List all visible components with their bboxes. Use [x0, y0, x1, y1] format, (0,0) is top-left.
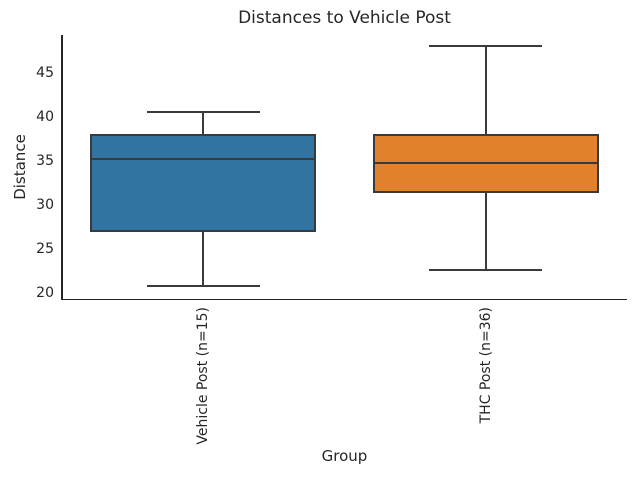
whisker-cap-upper	[429, 45, 543, 48]
whisker-cap-lower	[146, 284, 260, 287]
y-tick-label: 45	[36, 64, 54, 81]
x-tick-label: THC Post (n=36)	[477, 307, 494, 424]
whisker-cap-upper	[146, 111, 260, 114]
plot-area	[61, 35, 627, 300]
median-line	[374, 162, 597, 165]
box-rect	[90, 133, 317, 233]
chart-title: Distances to Vehicle Post	[238, 8, 451, 28]
median-line	[92, 158, 315, 161]
y-tick-label: 20	[36, 284, 54, 301]
x-axis-spine	[61, 298, 627, 300]
y-axis-spine	[61, 35, 63, 299]
whisker-cap-lower	[429, 268, 543, 271]
y-tick-label: 35	[36, 152, 54, 169]
y-tick-label: 40	[36, 108, 54, 125]
y-tick-label: 30	[36, 196, 54, 213]
x-tick-label: Vehicle Post (n=15)	[195, 307, 212, 445]
x-axis-label: Group	[321, 447, 368, 465]
y-tick-label: 25	[36, 240, 54, 257]
